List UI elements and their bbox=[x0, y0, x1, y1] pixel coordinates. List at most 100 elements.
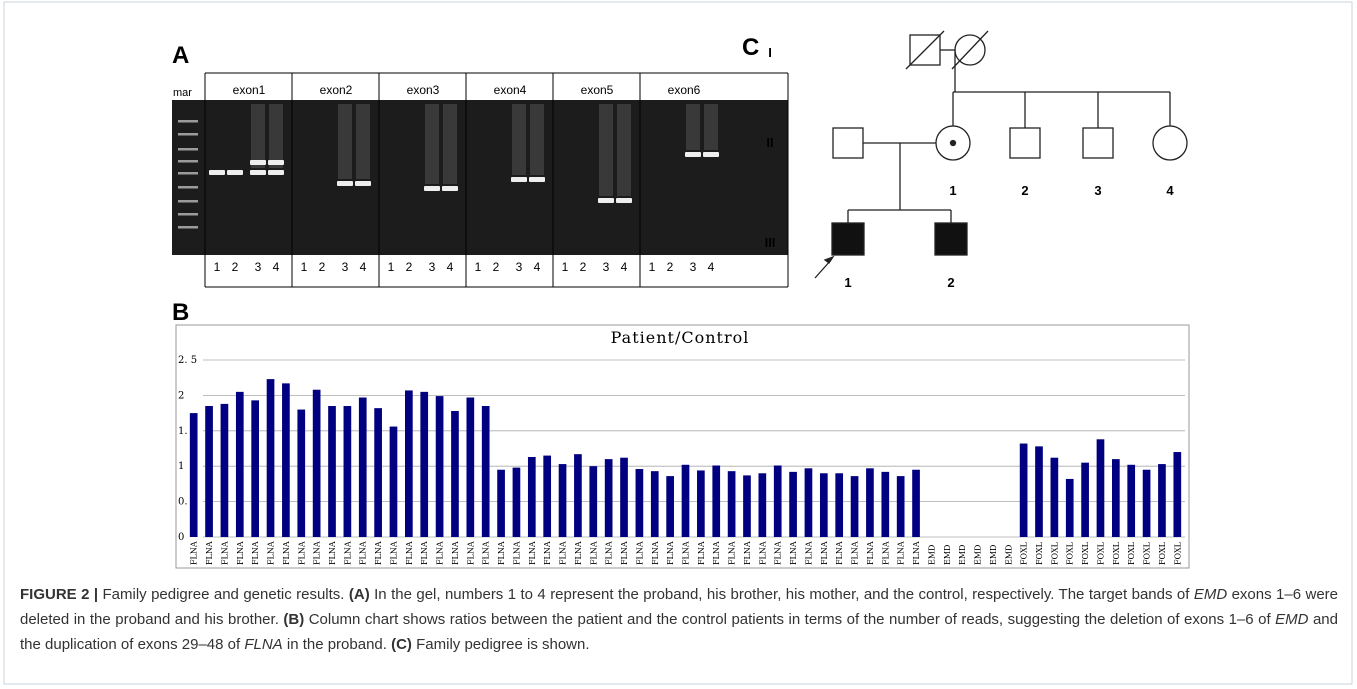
x-tick-label: FLNA bbox=[236, 541, 245, 565]
x-tick-label: FLNA bbox=[512, 541, 521, 565]
bar bbox=[1097, 439, 1105, 537]
exon-label: exon3 bbox=[407, 83, 440, 97]
individual bbox=[1083, 128, 1113, 158]
x-tick-label: FLNA bbox=[897, 541, 906, 565]
x-tick-label: FLNA bbox=[712, 541, 721, 565]
x-tick-label: FLNA bbox=[389, 541, 398, 565]
bar bbox=[205, 406, 213, 537]
bar bbox=[497, 470, 505, 537]
lane-number: 4 bbox=[534, 260, 541, 274]
x-tick-label: FLNA bbox=[328, 541, 337, 565]
x-tick-label: FLNA bbox=[589, 541, 598, 565]
x-tick-label: FOXL bbox=[1112, 541, 1121, 565]
bar bbox=[789, 472, 797, 537]
x-tick-label: FLNA bbox=[436, 541, 445, 565]
lane-number: 4 bbox=[708, 260, 715, 274]
marker-band bbox=[178, 226, 198, 229]
gel: mar exon11234exon21234exon31234exon41234… bbox=[172, 73, 788, 287]
x-tick-label: FLNA bbox=[835, 541, 844, 565]
individual-number: 4 bbox=[1166, 183, 1174, 198]
x-tick-label: EMD bbox=[974, 545, 983, 565]
bar bbox=[328, 406, 336, 537]
x-tick-label: FLNA bbox=[682, 541, 691, 565]
y-tick-label: 2 bbox=[178, 390, 184, 401]
bar bbox=[712, 465, 720, 537]
band bbox=[424, 186, 440, 191]
arrow-head bbox=[825, 257, 833, 263]
lane-number: 1 bbox=[475, 260, 482, 274]
lane-number: 1 bbox=[214, 260, 221, 274]
x-tick-label: FLNA bbox=[220, 541, 229, 565]
lane-number: 2 bbox=[580, 260, 587, 274]
lane-number: 2 bbox=[493, 260, 500, 274]
bar bbox=[759, 473, 767, 537]
lane-number: 3 bbox=[255, 260, 262, 274]
caption-run: Column chart shows ratios between the pa… bbox=[304, 611, 1275, 628]
y-tick-label: 0 bbox=[178, 532, 184, 543]
x-tick-label: FLNA bbox=[313, 541, 322, 565]
bar bbox=[1143, 470, 1151, 537]
y-tick-label: 2. 5 bbox=[178, 355, 197, 366]
exon-label: exon6 bbox=[668, 83, 701, 97]
exon-label: exon4 bbox=[494, 83, 527, 97]
bar bbox=[559, 464, 567, 537]
x-tick-label: FLNA bbox=[804, 541, 813, 565]
band bbox=[268, 160, 284, 165]
smear bbox=[704, 104, 718, 150]
bar bbox=[359, 398, 367, 537]
bar bbox=[466, 398, 474, 537]
individual-number: 1 bbox=[949, 183, 956, 198]
bar bbox=[528, 457, 536, 537]
bar bbox=[221, 404, 229, 537]
x-tick-label: FOXL bbox=[1050, 541, 1059, 565]
generation: II bbox=[766, 135, 773, 150]
caption-run: FLNA bbox=[244, 636, 282, 653]
pedigree-labels: I II III 1 2 3 4 1 2 bbox=[765, 45, 1175, 290]
lane-number: 4 bbox=[621, 260, 628, 274]
x-tick-label: FOXL bbox=[1173, 541, 1182, 565]
band bbox=[250, 160, 266, 165]
bar bbox=[620, 458, 628, 537]
x-tick-label: FOXL bbox=[1066, 541, 1075, 565]
x-tick-label: FLNA bbox=[851, 541, 860, 565]
caption-run: EMD bbox=[1275, 611, 1308, 628]
bar bbox=[866, 468, 874, 537]
lane-number: 2 bbox=[406, 260, 413, 274]
marker-band bbox=[178, 133, 198, 136]
lane-number: 2 bbox=[319, 260, 326, 274]
marker-band bbox=[178, 160, 198, 163]
band bbox=[685, 152, 701, 157]
marker-band bbox=[178, 172, 198, 175]
smear bbox=[686, 104, 700, 150]
bar bbox=[482, 406, 490, 537]
x-tick-label: FLNA bbox=[559, 541, 568, 565]
exon-label: exon1 bbox=[233, 83, 266, 97]
bar bbox=[881, 472, 889, 537]
x-tick-label: FLNA bbox=[420, 541, 429, 565]
x-tick-label: FOXL bbox=[1096, 541, 1105, 565]
marker-band bbox=[178, 213, 198, 216]
x-tick-label: FLNA bbox=[205, 541, 214, 565]
bar bbox=[835, 473, 843, 537]
smear bbox=[356, 104, 370, 179]
bar bbox=[682, 465, 690, 537]
bar bbox=[405, 390, 413, 537]
bar bbox=[651, 471, 659, 537]
marker-band bbox=[178, 148, 198, 151]
bar bbox=[1127, 465, 1135, 537]
smear bbox=[269, 104, 283, 168]
caption-run: (B) bbox=[283, 611, 304, 628]
x-tick-label: FOXL bbox=[1143, 541, 1152, 565]
smear bbox=[512, 104, 526, 175]
bar bbox=[820, 473, 828, 537]
x-tick-label: FLNA bbox=[881, 541, 890, 565]
y-tick-label: 1 bbox=[178, 461, 184, 472]
bar bbox=[190, 413, 198, 537]
x-tick-label: FLNA bbox=[190, 541, 199, 565]
caption-run: Family pedigree is shown. bbox=[412, 636, 590, 653]
bar bbox=[1035, 446, 1043, 537]
bar bbox=[1066, 479, 1074, 537]
band bbox=[703, 152, 719, 157]
bar bbox=[851, 476, 859, 537]
bar bbox=[805, 468, 813, 537]
